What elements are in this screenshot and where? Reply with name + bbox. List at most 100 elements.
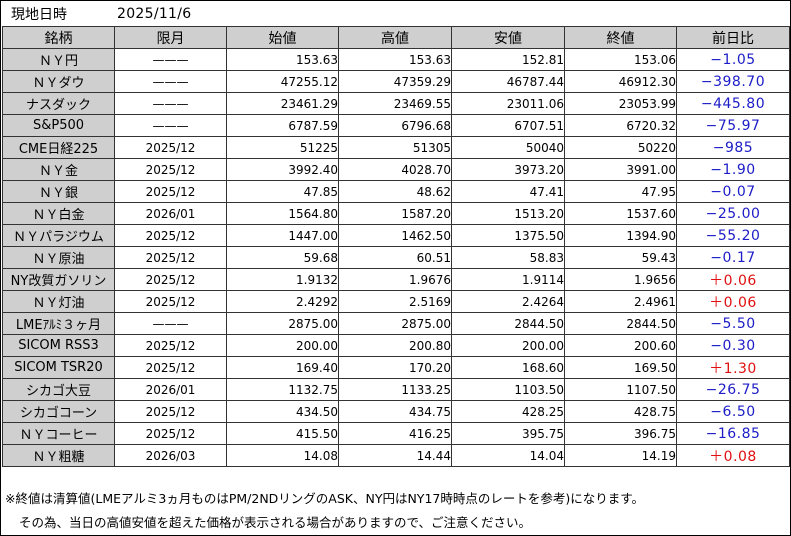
cell-close: 153.06 [564, 48, 677, 71]
cell-high: 48.62 [338, 180, 452, 203]
cell-low: 50040 [451, 136, 565, 159]
cell-name: S&P500 [2, 114, 115, 137]
cell-open: 434.50 [226, 400, 339, 423]
table-row: NY改質ガソリン 2025/12 1.9132 1.9676 1.9114 1.9656 ＋… [2, 268, 790, 291]
cell-close: 1.9656 [564, 268, 677, 291]
cell-low: 1513.20 [451, 202, 565, 225]
date-header: 現地日時 2025/11/6 [5, 3, 191, 25]
cell-low: 168.60 [451, 356, 565, 379]
cell-month: ——— [114, 312, 227, 335]
cell-close: 396.75 [564, 422, 677, 445]
cell-high: 2.5169 [338, 290, 452, 313]
cell-low: 3973.20 [451, 158, 565, 181]
cell-low: 46787.44 [451, 70, 565, 93]
cell-low: 58.83 [451, 246, 565, 269]
cell-month: ——— [114, 48, 227, 71]
cell-close: 47.95 [564, 180, 677, 203]
cell-month: 2025/12 [114, 334, 227, 357]
cell-close: 23053.99 [564, 92, 677, 115]
cell-high: 60.51 [338, 246, 452, 269]
cell-month: 2025/12 [114, 224, 227, 247]
cell-low: 1.9114 [451, 268, 565, 291]
cell-close: 169.50 [564, 356, 677, 379]
cell-change: −445.80 [676, 92, 790, 115]
cell-high: 23469.55 [338, 92, 452, 115]
table-row: ＮＹコーヒー 2025/12 415.50 416.25 395.75 396.75 −16… [2, 422, 790, 445]
cell-close: 3991.00 [564, 158, 677, 181]
cell-high: 47359.29 [338, 70, 452, 93]
table-row: ＮＹ原油 2025/12 59.68 60.51 58.83 59.43 −0.17 [2, 246, 790, 269]
cell-name: ＮＹ白金 [2, 202, 115, 225]
cell-month: 2025/12 [114, 136, 227, 159]
cell-low: 395.75 [451, 422, 565, 445]
cell-month: 2025/12 [114, 290, 227, 313]
table-row: ＮＹ銀 2025/12 47.85 48.62 47.41 47.95 −0.07 [2, 180, 790, 203]
col-header-month: 限月 [114, 26, 227, 49]
cell-change: ＋0.08 [676, 444, 790, 467]
footnote-2: その為、当日の高値安値を超えた価格が表示される場合がありますので、ご注意ください… [19, 515, 532, 530]
table-row: ＮＹ灯油 2025/12 2.4292 2.5169 2.4264 2.4961 ＋0.06 [2, 290, 790, 313]
cell-close: 50220 [564, 136, 677, 159]
cell-low: 47.41 [451, 180, 565, 203]
cell-open: 1447.00 [226, 224, 339, 247]
cell-change: −5.50 [676, 312, 790, 335]
cell-low: 428.25 [451, 400, 565, 423]
col-header-name: 銘柄 [2, 26, 115, 49]
cell-close: 1107.50 [564, 378, 677, 401]
cell-low: 2.4264 [451, 290, 565, 313]
cell-name: SICOM RSS3 [2, 334, 115, 357]
table-header-row: 銘柄 限月 始値 高値 安値 終値 前日比 [2, 26, 790, 49]
cell-change: ＋0.06 [676, 268, 790, 291]
cell-change: −55.20 [676, 224, 790, 247]
cell-high: 4028.70 [338, 158, 452, 181]
cell-change: −985 [676, 136, 790, 159]
col-header-open: 始値 [226, 26, 339, 49]
cell-change: −0.30 [676, 334, 790, 357]
footnote-1: ※終値は清算値(LMEアルミ3ヵ月ものはPM/2NDリングのASK、NY円はNY… [5, 491, 644, 506]
cell-low: 23011.06 [451, 92, 565, 115]
cell-open: 23461.29 [226, 92, 339, 115]
cell-name: ＮＹパラジウム [2, 224, 115, 247]
cell-low: 152.81 [451, 48, 565, 71]
cell-open: 1564.80 [226, 202, 339, 225]
table-row: シカゴ大豆 2026/01 1132.75 1133.25 1103.50 1107.50… [2, 378, 790, 401]
table-row: ＮＹ金 2025/12 3992.40 4028.70 3973.20 3991.00 −1… [2, 158, 790, 181]
cell-name: シカゴ大豆 [2, 378, 115, 401]
cell-close: 2.4961 [564, 290, 677, 313]
cell-high: 170.20 [338, 356, 452, 379]
cell-low: 1375.50 [451, 224, 565, 247]
table-row: SICOM RSS3 2025/12 200.00 200.80 200.00 200.6… [2, 334, 790, 357]
cell-high: 153.63 [338, 48, 452, 71]
cell-month: 2026/01 [114, 378, 227, 401]
cell-name: NY改質ガソリン [2, 268, 115, 291]
table-row: ＮＹパラジウム 2025/12 1447.00 1462.50 1375.50 1394.… [2, 224, 790, 247]
cell-close: 1394.90 [564, 224, 677, 247]
cell-open: 2875.00 [226, 312, 339, 335]
table-row: ＮＹ粗糖 2026/03 14.08 14.44 14.04 14.19 ＋0.08 [2, 444, 790, 467]
cell-close: 2844.50 [564, 312, 677, 335]
cell-change: −75.97 [676, 114, 790, 137]
table-row: ナスダック ——— 23461.29 23469.55 23011.06 23053.99… [2, 92, 790, 115]
cell-high: 14.44 [338, 444, 452, 467]
cell-open: 51225 [226, 136, 339, 159]
cell-open: 59.68 [226, 246, 339, 269]
cell-close: 14.19 [564, 444, 677, 467]
cell-open: 200.00 [226, 334, 339, 357]
cell-change: −6.50 [676, 400, 790, 423]
table-row: LMEｱﾙﾐ３ヶ月 ——— 2875.00 2875.00 2844.50 2844.50… [2, 312, 790, 335]
cell-low: 200.00 [451, 334, 565, 357]
cell-high: 1.9676 [338, 268, 452, 291]
table-row: SICOM TSR20 2025/12 169.40 170.20 168.60 169.… [2, 356, 790, 379]
cell-low: 2844.50 [451, 312, 565, 335]
cell-high: 2875.00 [338, 312, 452, 335]
table-row: ＮＹ白金 2026/01 1564.80 1587.20 1513.20 1537.60−… [2, 202, 790, 225]
cell-high: 6796.68 [338, 114, 452, 137]
cell-name: SICOM TSR20 [2, 356, 115, 379]
cell-change: −1.05 [676, 48, 790, 71]
date-value: 2025/11/6 [117, 6, 192, 22]
cell-high: 434.75 [338, 400, 452, 423]
cell-name: ＮＹコーヒー [2, 422, 115, 445]
cell-name: ＮＹダウ [2, 70, 115, 93]
cell-name: ＮＹ粗糖 [2, 444, 115, 467]
cell-open: 1.9132 [226, 268, 339, 291]
